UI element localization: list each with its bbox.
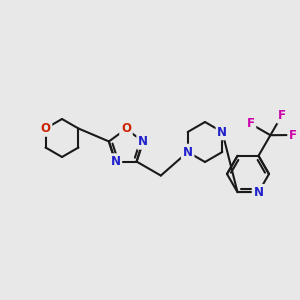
- Text: N: N: [138, 135, 148, 148]
- Text: F: F: [289, 128, 297, 142]
- Text: O: O: [121, 122, 131, 136]
- Text: N: N: [217, 125, 227, 139]
- Text: N: N: [110, 155, 120, 168]
- Text: N: N: [183, 146, 193, 158]
- Text: F: F: [278, 109, 286, 122]
- Text: N: N: [254, 186, 263, 199]
- Text: O: O: [40, 122, 50, 135]
- Text: F: F: [247, 117, 254, 130]
